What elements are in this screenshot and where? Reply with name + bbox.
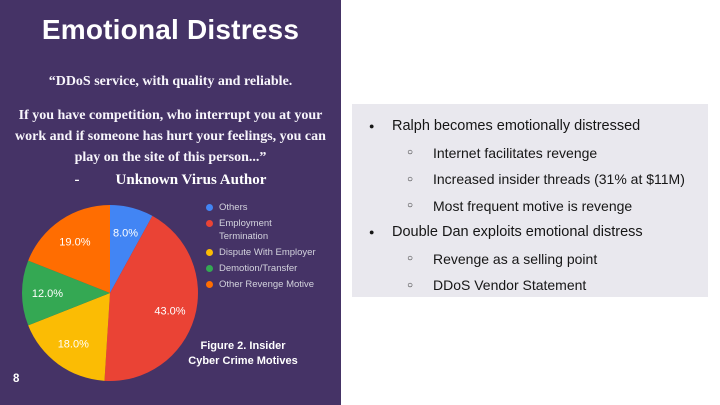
legend-item: Demotion/Transfer bbox=[206, 262, 334, 275]
legend-label: Demotion/Transfer bbox=[219, 263, 298, 274]
figure-caption: Figure 2. Insider Cyber Crime Motives bbox=[148, 339, 338, 368]
bullet-circle-icon: ○ bbox=[407, 253, 414, 265]
left-panel: Emotional Distress “DDoS service, with q… bbox=[0, 0, 341, 405]
pie-slice-label: 8.0% bbox=[113, 228, 138, 240]
list-item: ○ DDoS Vendor Statement bbox=[352, 272, 708, 299]
legend-item: Employment Termination bbox=[206, 217, 334, 243]
legend-label: Other Revenge Motive bbox=[219, 279, 315, 290]
slide-title: Emotional Distress bbox=[41, 14, 300, 45]
list-item-text: Double Dan exploits emotional distress bbox=[392, 224, 643, 241]
bullet-circle-icon: ○ bbox=[407, 147, 414, 159]
list-item-text: Revenge as a selling point bbox=[433, 250, 598, 267]
quote-body: If you have competition, who interrupt y… bbox=[0, 105, 341, 168]
list-item-text: Ralph becomes emotionally distressed bbox=[392, 118, 641, 135]
pie-slice bbox=[28, 293, 110, 381]
list-item: ○ Internet facilitates revenge bbox=[352, 140, 708, 167]
list-item: ○ Increased insider threads (31% at $11M) bbox=[352, 166, 708, 193]
pie-slice-label: 12.0% bbox=[32, 288, 63, 300]
legend-item: Dispute With Employer bbox=[206, 246, 334, 259]
legend-item: Other Revenge Motive bbox=[206, 278, 334, 291]
bullet-circle-icon: ○ bbox=[407, 173, 414, 185]
list-item: ○ Most frequent motive is revenge bbox=[352, 193, 708, 220]
legend-label: Employment Termination bbox=[219, 218, 272, 242]
chart-legend: Others Employment Termination Dispute With … bbox=[206, 201, 334, 294]
legend-label: Others bbox=[219, 202, 248, 213]
caption-line: Figure 2. Insider bbox=[200, 340, 286, 352]
pie-slice-label: 19.0% bbox=[59, 236, 90, 248]
bullet-disc-icon: ● bbox=[369, 121, 375, 132]
bullet-circle-icon: ○ bbox=[407, 200, 414, 212]
pie-slice-label: 18.0% bbox=[58, 339, 89, 351]
legend-swatch-icon bbox=[206, 204, 213, 211]
quote-line: play on the site of this person...” bbox=[74, 150, 267, 165]
legend-item: Others bbox=[206, 201, 334, 214]
list-item-text: DDoS Vendor Statement bbox=[433, 277, 587, 294]
bullet-circle-icon: ○ bbox=[407, 279, 414, 291]
bullet-list: ● Ralph becomes emotionally distressed ○ In… bbox=[352, 104, 708, 297]
attribution-author: Unknown Virus Author bbox=[115, 172, 267, 188]
bullet-disc-icon: ● bbox=[369, 227, 375, 238]
pie-slice bbox=[110, 205, 153, 293]
quote-attribution: - Unknown Virus Author bbox=[0, 172, 341, 189]
page-number: 8 bbox=[13, 373, 20, 385]
pie-chart: 8.0% 43.0% 18.0% 12.0% 19.0% bbox=[22, 205, 198, 382]
quote-line: If you have competition, who interrupt y… bbox=[18, 108, 323, 123]
list-item: ○ Revenge as a selling point bbox=[352, 246, 708, 273]
list-item-text: Internet facilitates revenge bbox=[433, 144, 598, 161]
pie-slice-label: 43.0% bbox=[154, 305, 185, 317]
list-item: ● Double Dan exploits emotional distress bbox=[352, 219, 708, 246]
pie-slice bbox=[22, 260, 110, 326]
caption-line: Cyber Crime Motives bbox=[188, 354, 298, 367]
legend-swatch-icon bbox=[206, 281, 213, 288]
legend-swatch-icon bbox=[206, 265, 213, 272]
pie-slice bbox=[104, 215, 198, 382]
list-item-text: Increased insider threads (31% at $11M) bbox=[433, 171, 685, 188]
legend-swatch-icon bbox=[206, 220, 213, 227]
list-item: ● Ralph becomes emotionally distressed bbox=[352, 113, 708, 140]
attribution-dash: - bbox=[74, 172, 80, 188]
quote-line: work and if someone has hurt your feelin… bbox=[15, 129, 326, 144]
legend-label: Dispute With Employer bbox=[219, 247, 316, 258]
pie-slice bbox=[28, 205, 110, 293]
quote-lead: “DDoS service, with quality and reliable… bbox=[48, 74, 293, 89]
legend-swatch-icon bbox=[206, 249, 213, 256]
list-item-text: Most frequent motive is revenge bbox=[433, 197, 633, 214]
